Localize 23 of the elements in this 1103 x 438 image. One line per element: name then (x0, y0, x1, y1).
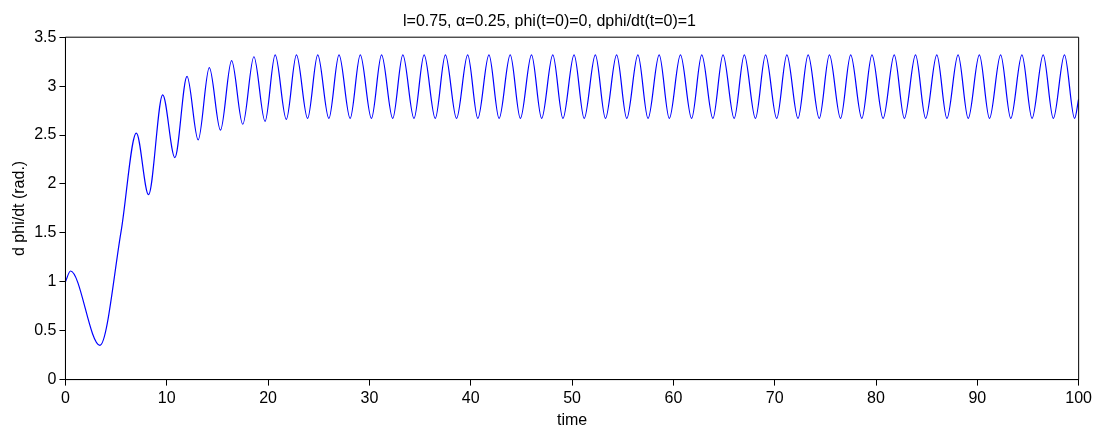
x-tick-label: 100 (1065, 388, 1093, 406)
y-tick-label: 3 (47, 76, 57, 94)
line-series (65, 54, 1079, 346)
y-tick-label: 3.5 (34, 27, 57, 45)
x-axis-title: time (556, 410, 588, 428)
x-tick-label: 50 (563, 388, 582, 406)
y-tick-label: 2 (47, 174, 57, 192)
y-tick-label: 0.5 (34, 321, 57, 339)
x-tick-label: 30 (360, 388, 379, 406)
x-tick-label: 10 (157, 388, 176, 406)
y-tick-label: 1 (47, 272, 57, 290)
y-axis-title: d phi/dt (rad.) (10, 160, 28, 256)
x-tick-label: 40 (461, 388, 480, 406)
x-tick-label: 70 (765, 388, 784, 406)
y-tick-label: 0 (47, 370, 57, 388)
chart-title: l=0.75, α=0.25, phi(t=0)=0, dphi/dt(t=0)=1 (402, 12, 697, 30)
y-tick-label: 2.5 (34, 125, 57, 143)
y-tick-label: 1.5 (34, 223, 57, 241)
x-tick-label: 0 (60, 388, 70, 406)
x-tick-label: 90 (968, 388, 987, 406)
x-tick-label: 20 (259, 388, 278, 406)
x-tick-label: 80 (867, 388, 886, 406)
x-tick-label: 60 (664, 388, 683, 406)
